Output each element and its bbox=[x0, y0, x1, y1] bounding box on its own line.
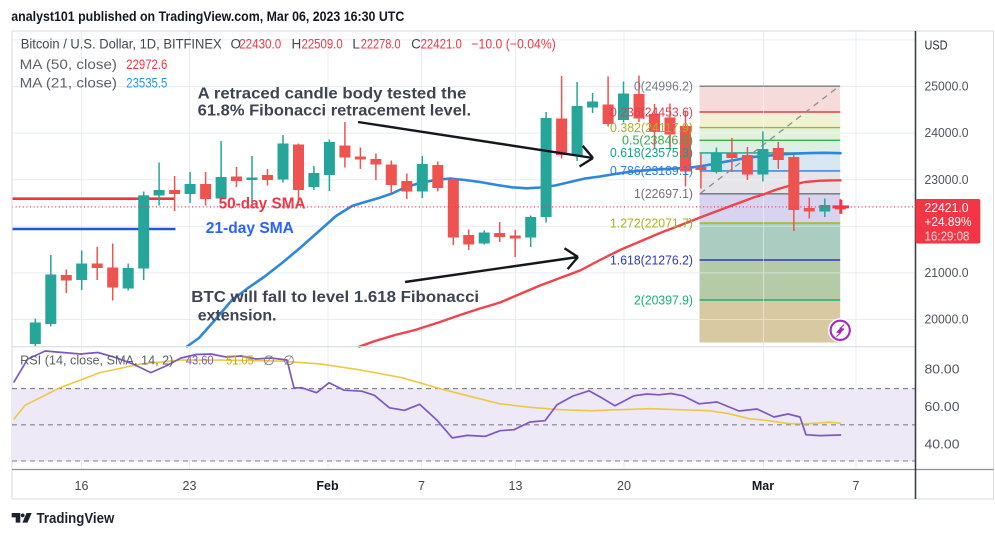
svg-text:O: O bbox=[231, 37, 242, 52]
svg-text:Mar: Mar bbox=[752, 479, 774, 493]
svg-text:A retraced candle body tested: A retraced candle body tested the bbox=[198, 86, 467, 103]
svg-text:25000.0: 25000.0 bbox=[925, 79, 969, 94]
svg-text:∅: ∅ bbox=[263, 353, 275, 368]
svg-text:22972.6: 22972.6 bbox=[126, 57, 167, 72]
svg-text:0.618(23575.3): 0.618(23575.3) bbox=[610, 145, 693, 160]
svg-text:RSI (14, close, SMA, 14, 2): RSI (14, close, SMA, 14, 2) bbox=[20, 353, 173, 368]
svg-text:24000.0: 24000.0 bbox=[925, 125, 969, 140]
svg-text:MA (50, close): MA (50, close) bbox=[20, 57, 117, 72]
svg-text:22421.0: 22421.0 bbox=[925, 200, 969, 215]
svg-text:22278.0: 22278.0 bbox=[361, 37, 401, 52]
svg-text:∅: ∅ bbox=[283, 353, 295, 368]
svg-text:analyst101 published on Tradin: analyst101 published on TradingView.com,… bbox=[11, 9, 404, 24]
svg-text:21-day SMA: 21-day SMA bbox=[206, 220, 294, 237]
svg-text:1(22697.1): 1(22697.1) bbox=[634, 186, 693, 201]
svg-text:61.8% Fibonacci retracement le: 61.8% Fibonacci retracement level. bbox=[198, 103, 471, 120]
svg-text:H: H bbox=[292, 37, 302, 52]
svg-text:13: 13 bbox=[509, 479, 523, 493]
svg-text:21000.0: 21000.0 bbox=[925, 265, 969, 280]
svg-text:51.05: 51.05 bbox=[226, 353, 254, 368]
svg-text:+24.89%: +24.89% bbox=[925, 215, 972, 229]
svg-text:Feb: Feb bbox=[316, 479, 339, 493]
svg-text:0.5(23846.6): 0.5(23846.6) bbox=[622, 133, 693, 148]
svg-text:23: 23 bbox=[183, 479, 197, 493]
svg-text:Bitcoin / U.S. Dollar, 1D, BIT: Bitcoin / U.S. Dollar, 1D, BITFINEX bbox=[21, 37, 222, 52]
svg-text:40.00: 40.00 bbox=[925, 437, 960, 452]
svg-text:16: 16 bbox=[75, 479, 89, 493]
svg-text:extension.: extension. bbox=[198, 307, 277, 324]
svg-text:USD: USD bbox=[925, 38, 948, 53]
svg-text:60.00: 60.00 bbox=[925, 399, 960, 414]
svg-text:23535.5: 23535.5 bbox=[126, 76, 167, 91]
svg-text:2(20397.9): 2(20397.9) bbox=[634, 292, 693, 307]
svg-text:7: 7 bbox=[418, 479, 425, 493]
svg-text:−10.0 (−0.04%): −10.0 (−0.04%) bbox=[471, 37, 555, 52]
svg-text:0(24996.2): 0(24996.2) bbox=[634, 79, 693, 94]
svg-text:22509.0: 22509.0 bbox=[302, 37, 343, 52]
svg-text:L: L bbox=[352, 37, 360, 52]
svg-text:20: 20 bbox=[617, 479, 631, 493]
svg-text:1.618(21276.2): 1.618(21276.2) bbox=[610, 252, 693, 267]
svg-text:TradingView: TradingView bbox=[37, 510, 115, 527]
svg-text:MA (21, close): MA (21, close) bbox=[20, 76, 117, 91]
svg-text:0.786(23189.1): 0.786(23189.1) bbox=[610, 163, 693, 178]
svg-text:C: C bbox=[411, 37, 421, 52]
svg-text:23000.0: 23000.0 bbox=[925, 172, 969, 187]
svg-text:43.60: 43.60 bbox=[186, 353, 214, 368]
svg-text:22430.0: 22430.0 bbox=[239, 37, 281, 52]
svg-text:20000.0: 20000.0 bbox=[925, 312, 969, 327]
svg-text:0.236(24453.6): 0.236(24453.6) bbox=[610, 104, 693, 119]
svg-text:50-day SMA: 50-day SMA bbox=[219, 196, 306, 213]
svg-text:7: 7 bbox=[853, 479, 860, 493]
svg-text:80.00: 80.00 bbox=[925, 362, 960, 377]
svg-text:BTC will fall to level 1.618 F: BTC will fall to level 1.618 Fibonacci bbox=[191, 289, 479, 306]
svg-text:22421.0: 22421.0 bbox=[421, 37, 462, 52]
svg-text:0.382(24117.9): 0.382(24117.9) bbox=[610, 120, 693, 135]
svg-text:16:29:08: 16:29:08 bbox=[925, 229, 970, 243]
svg-text:1.272(22071.7): 1.272(22071.7) bbox=[610, 215, 693, 230]
